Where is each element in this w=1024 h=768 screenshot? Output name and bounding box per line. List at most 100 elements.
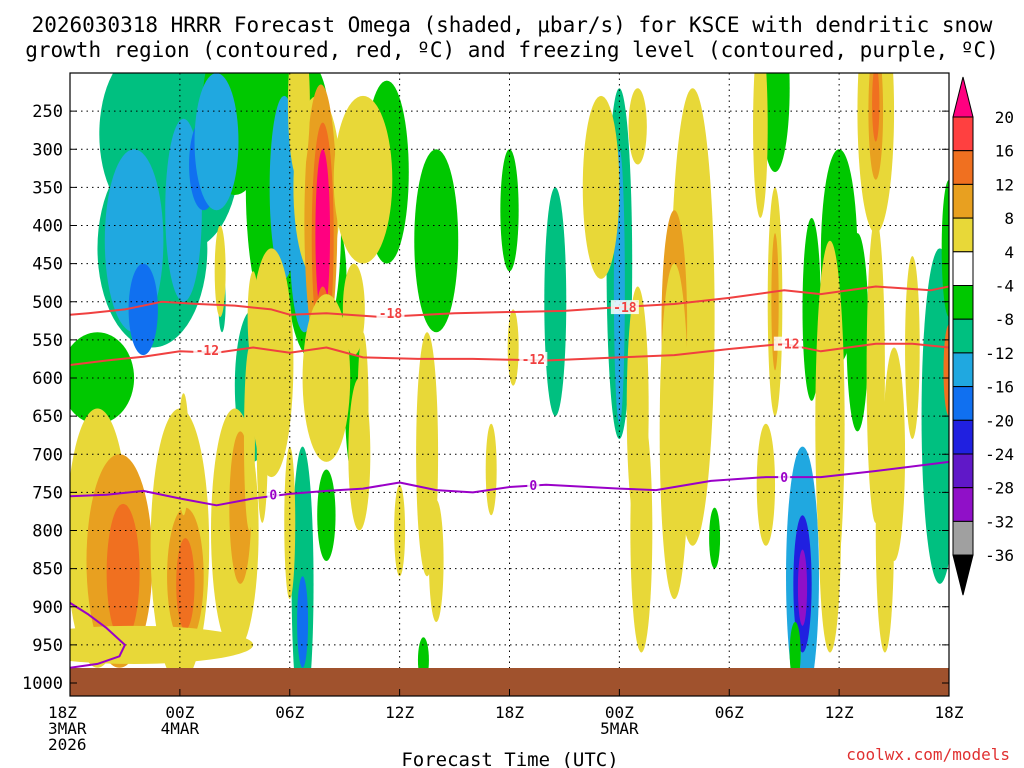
omega-cell-27 xyxy=(846,233,869,432)
colorbar-label-4: 4 xyxy=(1004,243,1014,262)
y-tick-label-250: 250 xyxy=(32,102,63,122)
y-tick-label-750: 750 xyxy=(32,483,63,503)
colorbar-bin-1 xyxy=(952,116,974,152)
omega-cell-10 xyxy=(128,263,158,356)
contour-label-5: 0 xyxy=(269,489,277,504)
omega-cell-19 xyxy=(500,149,519,272)
omega-cell-8 xyxy=(414,149,459,333)
contour-label-bg-3 xyxy=(519,351,548,366)
omega-cell-28 xyxy=(921,248,949,584)
contour-label-4: -12 xyxy=(776,338,799,353)
omega-cell-33 xyxy=(317,469,336,561)
colorbar-bin-2 xyxy=(952,150,974,185)
y-tick-label-800: 800 xyxy=(32,522,63,542)
omega-shading xyxy=(70,73,949,696)
colorbar: 20 16 12 8 4 -4 -8 -12 -16 -20 -24 -28 -32 -36 xyxy=(952,76,1014,596)
x-tick-label-36-0: 06Z xyxy=(715,703,744,722)
contour-dgz-18 xyxy=(70,285,949,318)
omega-cell-49 xyxy=(247,271,259,363)
omega-cell-59 xyxy=(176,538,195,630)
y-tick-label-300: 300 xyxy=(32,140,63,160)
chart-title-line2: growth region (contoured, red, ºC) and f… xyxy=(25,38,999,62)
contour-freezing-level xyxy=(70,460,949,507)
omega-cell-32 xyxy=(709,507,721,569)
colorbar-bin-8 xyxy=(952,352,974,388)
omega-cell-20 xyxy=(291,446,314,696)
colorbar-bin-6 xyxy=(952,285,974,320)
omega-cell-92 xyxy=(905,256,920,439)
x-tick-label-6-1: 4MAR xyxy=(161,719,200,738)
colorbar-bin-3 xyxy=(952,183,974,219)
contour-label-1: -18 xyxy=(613,301,637,316)
colorbar-label-7: -12 xyxy=(985,344,1014,363)
y-tick-label-400: 400 xyxy=(32,217,63,237)
colorbar-label-2: 12 xyxy=(995,175,1014,194)
contour-dgz-12 xyxy=(70,342,949,366)
contour-label-bg-0 xyxy=(376,306,405,321)
omega-cell-53 xyxy=(287,73,310,180)
x-tick-label-12-0: 06Z xyxy=(275,703,304,722)
colorbar-bin-13 xyxy=(952,520,974,556)
x-tick-label-6-0: 00Z xyxy=(165,703,194,722)
y-tick-label-1000: 1000 xyxy=(22,674,63,694)
omega-cell-84 xyxy=(756,423,776,546)
omega-cell-56 xyxy=(106,503,140,642)
contour-label-bg-2 xyxy=(193,342,222,357)
colorbar-label-12: -32 xyxy=(985,512,1014,531)
omega-cell-78 xyxy=(659,263,689,600)
contour-label-7: 0 xyxy=(780,471,788,486)
colorbar-label-11: -28 xyxy=(985,479,1014,498)
colorbar-bin-7 xyxy=(952,318,974,354)
contour-label-bg-5 xyxy=(267,487,280,502)
omega-cell-63 xyxy=(256,370,268,523)
contour-label-2: -12 xyxy=(196,344,219,359)
colorbar-top-arrow xyxy=(952,76,974,118)
x-tick-label-48-0: 18Z xyxy=(935,703,964,722)
colorbar-label-0: 20 xyxy=(995,108,1014,127)
contour-freezing-level-low xyxy=(70,602,126,669)
omega-cell-68 xyxy=(348,378,371,531)
colorbar-label-6: -8 xyxy=(995,310,1014,329)
x-tick-label-30-1: 5MAR xyxy=(600,719,639,738)
omega-cell-81 xyxy=(753,73,768,218)
contour-label-6: 0 xyxy=(529,479,537,494)
colorbar-label-1: 16 xyxy=(995,142,1014,161)
y-tick-label-600: 600 xyxy=(32,369,63,389)
x-tick-label-24-0: 18Z xyxy=(495,703,524,722)
omega-cell-66 xyxy=(243,347,255,531)
omega-cell-47 xyxy=(333,95,393,264)
omega-cell-65 xyxy=(178,393,190,516)
contour-lines: -18 -18 -12 -12 -12 0 0 0 xyxy=(70,285,949,669)
contour-label-bg-4 xyxy=(773,336,802,351)
contour-label-bg-6 xyxy=(527,477,540,492)
x-tick-label-0-2: 2026 xyxy=(48,735,87,754)
omega-cell-80 xyxy=(630,408,653,653)
colorbar-bottom-arrow xyxy=(952,554,974,596)
colorbar-bin-12 xyxy=(952,487,974,522)
x-tick-label-0-1: 3MAR xyxy=(48,719,87,738)
y-tick-label-450: 450 xyxy=(32,255,63,275)
omega-cell-74 xyxy=(628,88,647,165)
y-tick-label-350: 350 xyxy=(32,178,63,198)
x-axis-title: Forecast Time (UTC) xyxy=(401,749,618,768)
omega-cell-21 xyxy=(297,576,309,668)
x-tick-label-0-0: 18Z xyxy=(48,703,77,722)
omega-cell-75 xyxy=(582,95,620,279)
omega-cell-50 xyxy=(214,225,226,317)
colorbar-label-10: -24 xyxy=(985,445,1014,464)
omega-cell-24 xyxy=(797,549,808,626)
y-tick-label-900: 900 xyxy=(32,598,63,618)
colorbar-label-3: 8 xyxy=(1004,209,1014,228)
y-axis: 250 300 350 400 450 500 550 600 650 700 750 800 850 9… xyxy=(22,102,949,694)
omega-cell-39 xyxy=(70,332,135,424)
y-tick-label-850: 850 xyxy=(32,560,63,580)
colorbar-label-9: -20 xyxy=(985,411,1014,430)
credit-text: coolwx.com/models xyxy=(846,745,1010,764)
omega-cell-71 xyxy=(428,500,444,622)
contour-label-bg-1 xyxy=(610,300,639,315)
omega-cell-72 xyxy=(485,423,497,516)
omega-cell-95 xyxy=(789,622,801,683)
y-tick-label-500: 500 xyxy=(32,293,63,313)
